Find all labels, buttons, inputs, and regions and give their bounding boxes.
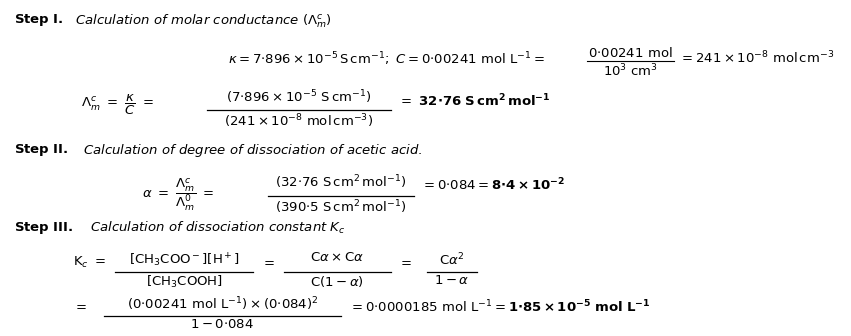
Text: $0{\cdot}00241\ \mathrm{mol}$: $0{\cdot}00241\ \mathrm{mol}$ (588, 46, 672, 60)
Text: $\mathbf{Step\ III.}$: $\mathbf{Step\ III.}$ (14, 220, 73, 236)
Text: $\mathbf{Step\ II.}$: $\mathbf{Step\ II.}$ (14, 142, 68, 158)
Text: $(32{\cdot}76\ \mathrm{S\,cm^2\,mol^{-1}})$: $(32{\cdot}76\ \mathrm{S\,cm^2\,mol^{-1}… (275, 174, 407, 192)
Text: $\mathit{Calculation\ of\ dissociation\ constant\ }K_c$: $\mathit{Calculation\ of\ dissociation\ … (90, 220, 346, 236)
Text: $= 241 \times 10^{-8}\ \mathrm{mol\,cm^{-3}}$: $= 241 \times 10^{-8}\ \mathrm{mol\,cm^{… (679, 50, 834, 67)
Text: $10^3\ \mathrm{cm^3}$: $10^3\ \mathrm{cm^3}$ (603, 63, 658, 79)
Text: $\mathrm{C}(1 - \alpha)$: $\mathrm{C}(1 - \alpha)$ (310, 274, 364, 289)
Text: $(7{\cdot}896 \times 10^{-5}\ \mathrm{S\,cm^{-1}})$: $(7{\cdot}896 \times 10^{-5}\ \mathrm{S\… (226, 88, 372, 106)
Text: $=\ $: $=\ $ (260, 255, 275, 267)
Text: $= 0{\cdot}084 = \mathbf{8{\cdot}4 \times 10^{-2}}$: $= 0{\cdot}084 = \mathbf{8{\cdot}4 \time… (421, 177, 565, 194)
Text: $\mathit{Calculation\ of\ molar\ conductance\ }(\Lambda^c_m)$: $\mathit{Calculation\ of\ molar\ conduct… (75, 12, 332, 30)
Text: $(241 \times 10^{-8}\ \mathrm{mol\,cm^{-3}})$: $(241 \times 10^{-8}\ \mathrm{mol\,cm^{-… (224, 113, 374, 130)
Text: $=\ $: $=\ $ (73, 299, 88, 312)
Text: $\mathbf{Step\ I.}$: $\mathbf{Step\ I.}$ (14, 12, 64, 28)
Text: $1 - 0{\cdot}084$: $1 - 0{\cdot}084$ (191, 318, 254, 331)
Text: $[\mathrm{CH_3COO^-}][\mathrm{H^+}]$: $[\mathrm{CH_3COO^-}][\mathrm{H^+}]$ (129, 251, 239, 269)
Text: $\kappa = 7{\cdot}896 \times 10^{-5}\,\mathrm{S\,cm^{-1}}$$;\ C = 0{\cdot}00241\: $\kappa = 7{\cdot}896 \times 10^{-5}\,\m… (228, 50, 545, 68)
Text: $(0{\cdot}00241\ \mathrm{mol\ L^{-1}}) \times (0{\cdot}084)^2$: $(0{\cdot}00241\ \mathrm{mol\ L^{-1}}) \… (127, 296, 318, 313)
Text: $=\ $: $=\ $ (398, 255, 413, 267)
Text: $1 - \alpha$: $1 - \alpha$ (434, 274, 470, 287)
Text: $(390{\cdot}5\ \mathrm{S\,cm^2\,mol^{-1}})$: $(390{\cdot}5\ \mathrm{S\,cm^2\,mol^{-1}… (275, 198, 407, 216)
Text: $\mathit{Calculation\ of\ degree\ of\ dissociation\ of\ acetic\ acid.}$: $\mathit{Calculation\ of\ degree\ of\ di… (83, 142, 422, 159)
Text: $\alpha\ =\ \dfrac{\Lambda^c_m}{\Lambda^0_m}\ =\ $: $\alpha\ =\ \dfrac{\Lambda^c_m}{\Lambda^… (142, 177, 214, 213)
Text: $[\mathrm{CH_3COOH}]$: $[\mathrm{CH_3COOH}]$ (146, 274, 222, 290)
Text: $=\ \mathbf{32{\cdot}76\ S\,cm^2\,mol^{-1}}$: $=\ \mathbf{32{\cdot}76\ S\,cm^2\,mol^{-… (398, 93, 551, 110)
Text: $\mathrm{C}\alpha^2$: $\mathrm{C}\alpha^2$ (439, 251, 465, 268)
Text: $\mathrm{K}_c\ =\ $: $\mathrm{K}_c\ =\ $ (73, 255, 106, 270)
Text: $\mathrm{C}\alpha \times \mathrm{C}\alpha$: $\mathrm{C}\alpha \times \mathrm{C}\alph… (310, 251, 364, 264)
Text: $\Lambda^c_m\ =\ \dfrac{\kappa}{C}\ =\ $: $\Lambda^c_m\ =\ \dfrac{\kappa}{C}\ =\ $ (81, 93, 153, 117)
Text: $= 0{\cdot}0000185\ \mathrm{mol\ L^{-1}} = \mathbf{1{\cdot}85 \times 10^{-5}\ mo: $= 0{\cdot}0000185\ \mathrm{mol\ L^{-1}}… (349, 299, 650, 316)
